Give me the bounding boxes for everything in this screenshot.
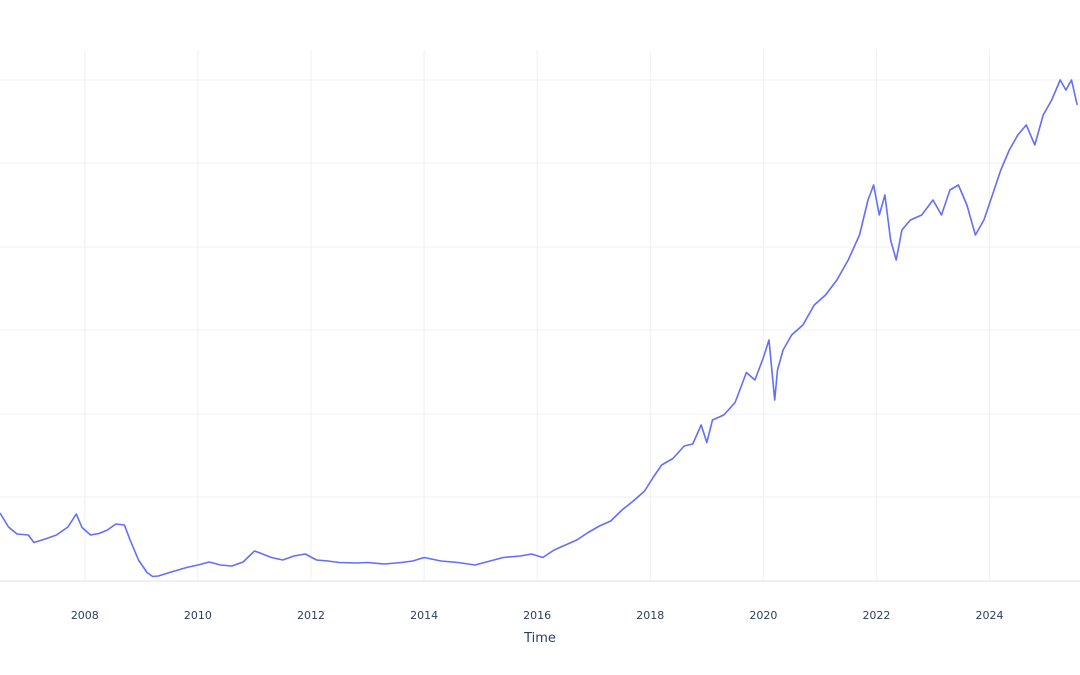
x-tick-label: 2014: [410, 609, 438, 622]
x-tick-label: 2024: [976, 609, 1004, 622]
x-tick-label: 2010: [184, 609, 212, 622]
x-tick-label: 2012: [297, 609, 325, 622]
x-tick-label: 2018: [636, 609, 664, 622]
x-axis-title: Time: [523, 631, 556, 646]
x-tick-label: 2020: [749, 609, 777, 622]
series-layer: [0, 79, 1078, 578]
series-line: [0, 79, 1078, 578]
grid-layer: [0, 50, 1080, 582]
x-axis-ticks: 2008 2010 2012 2014 2016 2018 2020 2022 2024: [71, 609, 1004, 622]
x-tick-label: 2008: [71, 609, 99, 622]
x-tick-label: 2022: [862, 609, 890, 622]
x-tick-label: 2016: [523, 609, 551, 622]
